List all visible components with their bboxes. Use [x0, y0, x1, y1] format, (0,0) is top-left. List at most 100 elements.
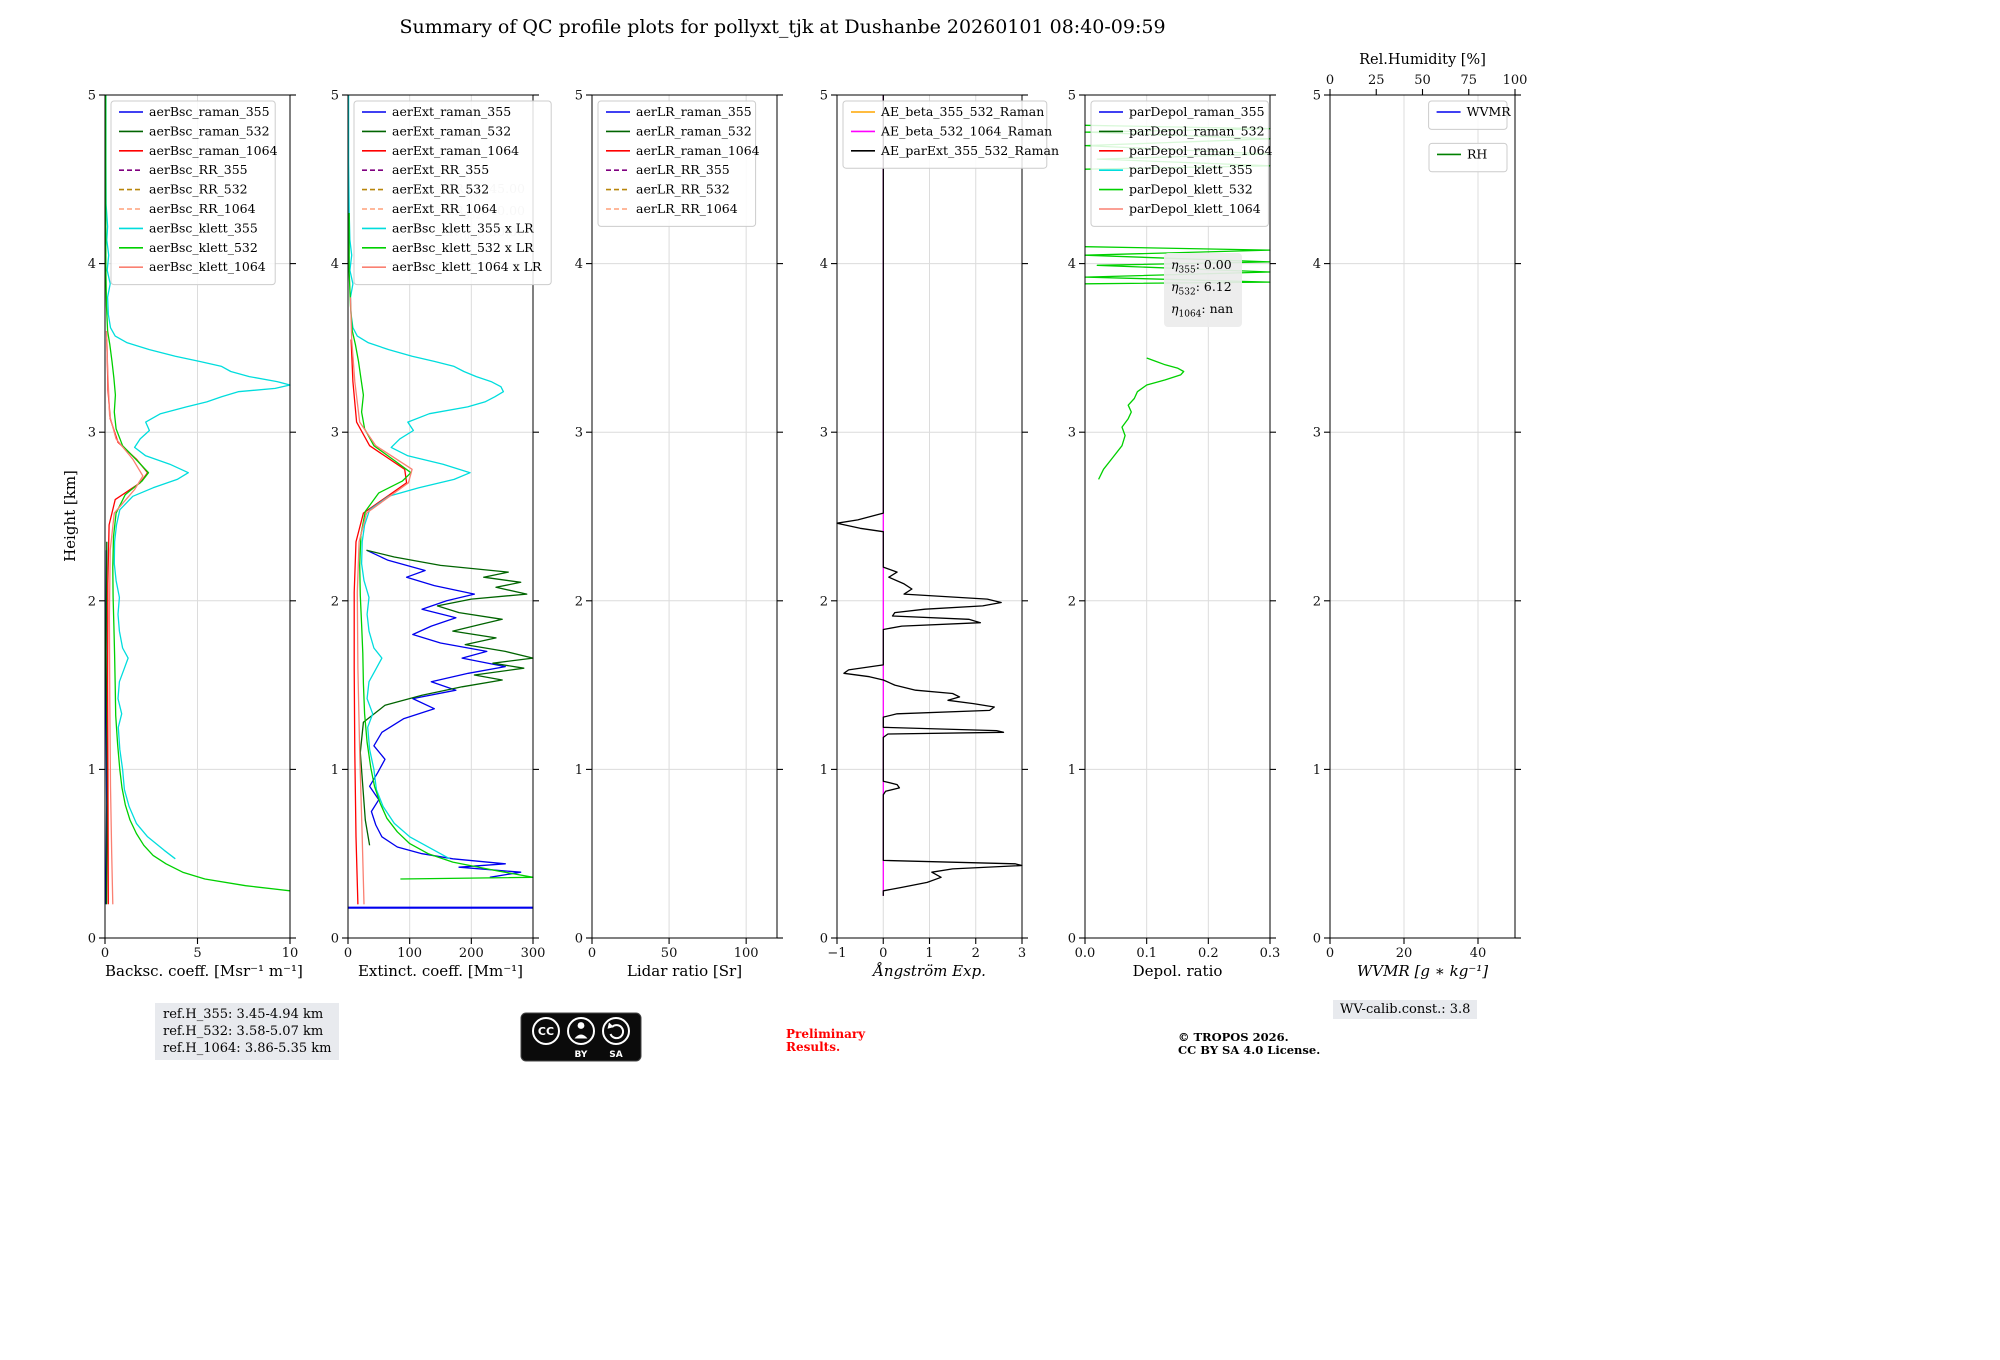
plot-frame: [591, 94, 778, 939]
series-aerExt_raman_1064: [350, 339, 408, 905]
y-tick-label: 1: [88, 763, 96, 778]
x-tick-label: 10: [282, 946, 299, 961]
y-tick-label: 5: [331, 89, 339, 104]
legend-label: aerExt_raman_355: [392, 104, 511, 119]
y-tick-label: 5: [820, 89, 828, 104]
x-tick-label: 100: [734, 946, 759, 961]
y-tick-label: 2: [331, 594, 339, 609]
legend-label: parDepol_raman_532: [1129, 123, 1265, 138]
legend-label: AE_beta_355_532_Raman: [880, 104, 1044, 119]
legend-label: aerBsc_klett_532 x LR: [392, 240, 534, 255]
y-tick-label: 0: [331, 932, 339, 947]
x-label-depol: Depol. ratio: [1132, 962, 1223, 980]
legend-label: AE_parExt_355_532_Raman: [880, 143, 1059, 158]
legend-label: aerBsc_klett_355: [149, 220, 258, 235]
series-aerExt_raman_532: [359, 549, 534, 846]
x-tick-label: 1: [925, 946, 933, 961]
person-head: [577, 1022, 585, 1029]
top-tick-label: 100: [1503, 73, 1528, 88]
y-tick-label: 0: [1313, 932, 1321, 947]
y-tick-label: 1: [820, 763, 828, 778]
x-tick-label: 0: [344, 946, 352, 961]
ref-height-532: ref.H_532: 3.58-5.07 km: [163, 1024, 324, 1039]
series-aerBsc_klett_355_x_LR: [347, 95, 505, 860]
series-aerBsc_raman_532: [105, 541, 108, 905]
y-tick-label: 3: [1068, 426, 1076, 441]
legend-label: aerExt_RR_355: [392, 162, 489, 177]
person-body: [574, 1034, 588, 1039]
by-label: BY: [575, 1050, 588, 1060]
legend-label: aerExt_RR_532: [392, 182, 489, 197]
series-aerExt_raman_355: [366, 549, 522, 878]
legend-box: [1428, 142, 1508, 173]
legend-label: aerExt_RR_1064: [392, 201, 497, 216]
y-tick-label: 3: [820, 426, 828, 441]
annotation-line: η1064: nan: [1171, 301, 1234, 320]
by-person-icon: [567, 1017, 595, 1045]
series-aerBsc_klett_1064: [105, 330, 144, 905]
series-aerBsc_raman_1064: [106, 339, 149, 905]
legend-label: aerLR_raman_355: [636, 104, 752, 119]
x-tick-label: 2: [972, 946, 980, 961]
legend-box: [597, 100, 757, 227]
x-label-angstroem: Ångström Exp.: [873, 962, 986, 980]
y-tick-label: 1: [1313, 763, 1321, 778]
x-label-backscatter: Backsc. coeff. [Msr⁻¹ m⁻¹]: [105, 962, 303, 980]
legend-label: aerLR_RR_532: [636, 182, 730, 197]
x-tick-label: 0.3: [1260, 946, 1281, 961]
y-tick-label: 2: [820, 594, 828, 609]
series-aerBsc_klett_532: [105, 95, 291, 892]
legend-label: parDepol_raman_1064: [1129, 143, 1273, 158]
series-aerBsc_klett_532_x_LR: [348, 213, 534, 880]
legend-box: [842, 100, 1048, 169]
legend-label: parDepol_klett_532: [1129, 182, 1253, 197]
legend-label: aerExt_raman_532: [392, 123, 511, 138]
tropos-copyright: © TROPOS 2026. CC BY SA 4.0 License.: [1178, 1031, 1320, 1057]
legend-label: aerBsc_klett_1064 x LR: [392, 259, 542, 274]
legend-label: aerBsc_RR_355: [149, 162, 248, 177]
y-tick-label: 0: [1068, 932, 1076, 947]
sa-arrow: [609, 1024, 625, 1040]
legend-label: aerBsc_raman_532: [149, 123, 270, 138]
legend-label: aerBsc_RR_532: [149, 182, 248, 197]
sa-label: SA: [609, 1050, 622, 1060]
series-aerBsc_klett_1064_x_LR: [349, 297, 413, 905]
x-tick-label: 5: [193, 946, 201, 961]
x-tick-label: 40: [1470, 946, 1487, 961]
plot-frame: [1329, 94, 1516, 939]
x-tick-label: 100: [397, 946, 422, 961]
y-tick-label: 1: [331, 763, 339, 778]
y-tick-label: 3: [331, 426, 339, 441]
legend-label: parDepol_klett_1064: [1129, 201, 1261, 216]
y-tick-label: 5: [575, 89, 583, 104]
top-tick-label: 25: [1368, 73, 1385, 88]
legend-label: aerExt_raman_1064: [392, 143, 519, 158]
plot-backscatter: 0 5 10 0 1 2 3 4 5 aerBsc_raman_355 aerBsc_raman_5…: [88, 89, 299, 962]
copyright-line: CC BY SA 4.0 License.: [1178, 1043, 1321, 1057]
legend-label: aerLR_RR_355: [636, 162, 730, 177]
plot-angstroem: −1 0 1 2 3012345AE_beta_355_532_RamanAE_beta…: [820, 89, 1059, 962]
y-tick-label: 4: [331, 257, 339, 272]
depol-calibration-annotation: η355: 0.00 η532: 6.12 η1064: nan: [1164, 253, 1242, 327]
legend-box: [110, 100, 276, 286]
y-tick-label: 1: [1068, 763, 1076, 778]
x-tick-label: 0.2: [1198, 946, 1219, 961]
y-tick-label: 4: [88, 257, 96, 272]
x-tick-label: 20: [1396, 946, 1413, 961]
y-tick-label: 0: [820, 932, 828, 947]
cc-icon: [532, 1017, 560, 1045]
sa-arrowhead: [607, 1022, 614, 1029]
y-tick-label: 4: [820, 257, 828, 272]
legend-box: [1090, 100, 1269, 227]
top-tick-label: 0: [1326, 73, 1334, 88]
ref-height-355: ref.H_355: 3.45-4.94 km: [163, 1007, 324, 1022]
x-label-extinction: Extinct. coeff. [Mm⁻¹]: [357, 962, 524, 980]
top-tick-label: 50: [1414, 73, 1431, 88]
y-tick-label: 5: [1068, 89, 1076, 104]
x-tick-label: 0.1: [1136, 946, 1157, 961]
sa-arrow-icon: [602, 1017, 630, 1045]
y-tick-label: 0: [575, 932, 583, 947]
